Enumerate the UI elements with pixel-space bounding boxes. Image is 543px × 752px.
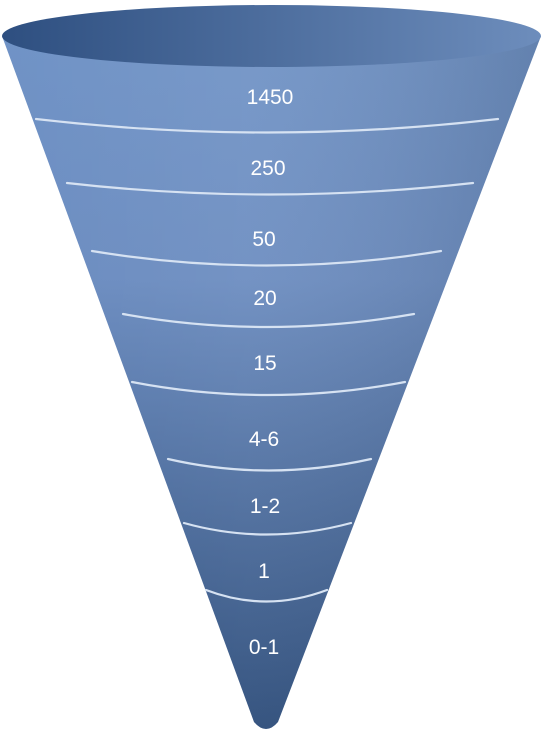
separator-6: [166, 457, 373, 472]
separator-3: [90, 249, 443, 267]
level-separators: [34, 117, 500, 603]
level-label: 0-1: [249, 636, 279, 659]
level-label: 4-6: [249, 428, 279, 451]
level-label: 250: [250, 157, 285, 180]
level-label: 20: [253, 287, 276, 310]
separator-1: [34, 117, 500, 134]
separator-5: [130, 380, 407, 397]
separator-4: [121, 312, 416, 329]
separator-7: [182, 521, 353, 536]
level-label: 1: [258, 560, 270, 583]
separator-2: [65, 181, 475, 196]
level-label: 1450: [247, 86, 294, 109]
level-label: 1-2: [250, 495, 280, 518]
funnel-rim: [2, 5, 541, 67]
funnel-body-shading: [2, 36, 541, 729]
level-label: 15: [253, 352, 276, 375]
level-label: 50: [252, 228, 275, 251]
separator-8: [204, 588, 329, 603]
